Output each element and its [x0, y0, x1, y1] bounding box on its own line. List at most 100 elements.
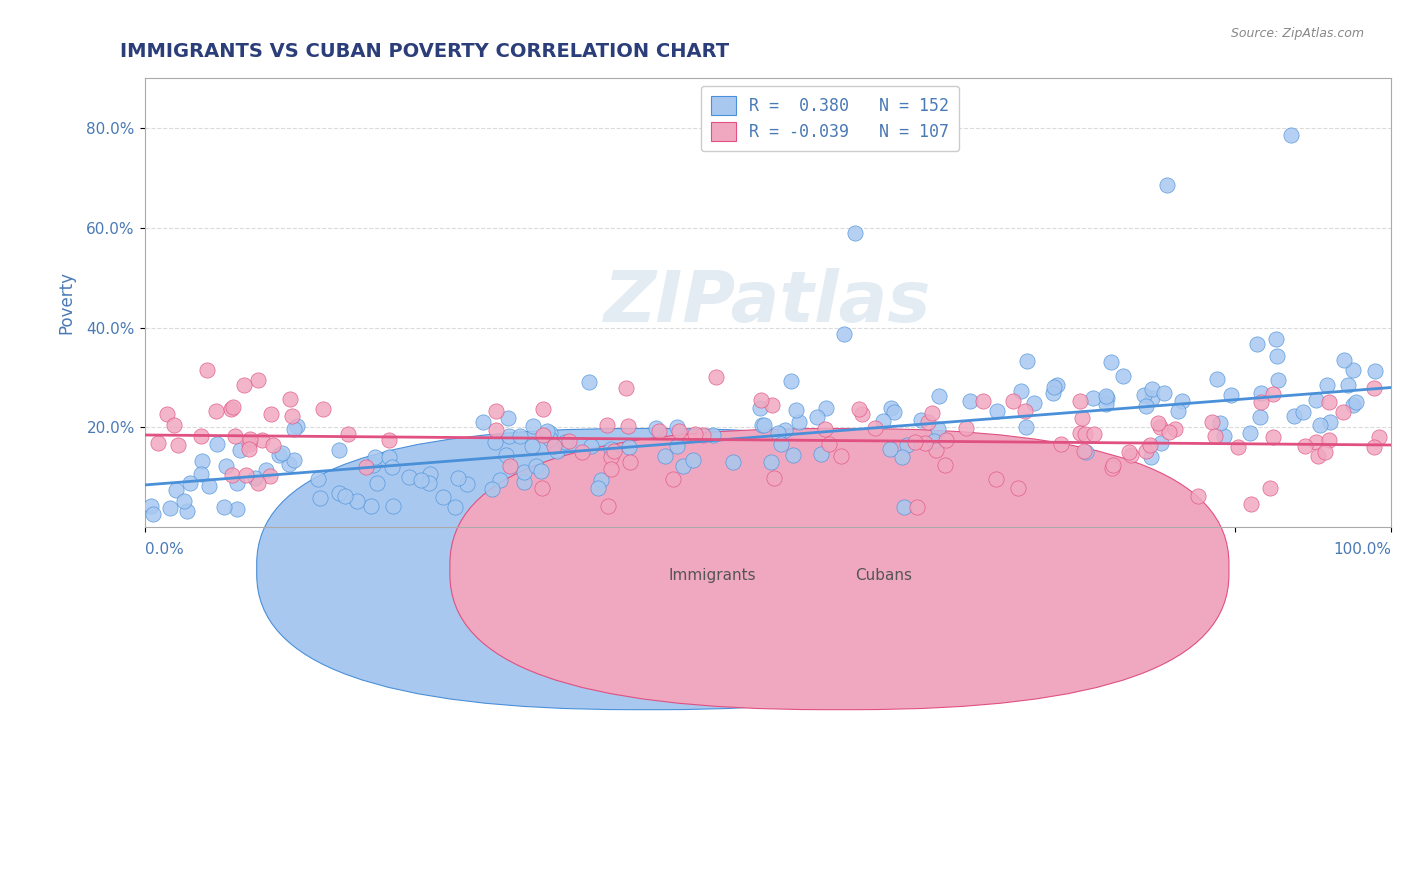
Point	[1049, 437, 1071, 451]
Point	[259, 469, 281, 483]
FancyBboxPatch shape	[257, 428, 1036, 710]
Point	[704, 370, 727, 384]
Point	[668, 424, 690, 438]
Point	[1010, 384, 1032, 398]
Point	[1150, 436, 1173, 450]
Point	[1337, 377, 1360, 392]
Point	[683, 426, 706, 441]
Point	[142, 508, 165, 522]
Point	[411, 473, 433, 487]
Point	[205, 404, 228, 418]
Point	[1001, 394, 1024, 409]
Point	[682, 453, 704, 467]
Point	[1305, 435, 1327, 450]
Point	[247, 476, 270, 491]
Point	[1331, 404, 1354, 418]
Point	[662, 472, 685, 486]
Point	[485, 404, 508, 418]
Point	[1317, 394, 1340, 409]
Point	[141, 499, 163, 513]
Point	[360, 499, 382, 513]
Legend: R =  0.380   N = 152, R = -0.039   N = 107: R = 0.380 N = 152, R = -0.039 N = 107	[702, 86, 959, 151]
Point	[259, 407, 281, 421]
Point	[917, 415, 939, 429]
Point	[617, 440, 640, 454]
Y-axis label: Poverty: Poverty	[58, 271, 75, 334]
Point	[1042, 385, 1064, 400]
Point	[863, 421, 886, 435]
Point	[702, 427, 724, 442]
Text: Immigrants: Immigrants	[668, 568, 755, 583]
Point	[1315, 445, 1337, 459]
Point	[1014, 420, 1036, 434]
Point	[759, 454, 782, 468]
Point	[1316, 378, 1339, 392]
Point	[219, 401, 242, 416]
Point	[1187, 489, 1209, 503]
Point	[645, 421, 668, 435]
Point	[1118, 445, 1140, 459]
Point	[1319, 433, 1341, 447]
Point	[484, 434, 506, 449]
Point	[496, 410, 519, 425]
Point	[247, 373, 270, 387]
Point	[538, 432, 561, 446]
Point	[1261, 430, 1284, 444]
Point	[252, 434, 274, 448]
Point	[278, 457, 301, 471]
Point	[267, 449, 290, 463]
Point	[270, 446, 292, 460]
Point	[614, 381, 637, 395]
Point	[595, 418, 617, 433]
Point	[495, 448, 517, 462]
Point	[959, 393, 981, 408]
Point	[1135, 399, 1157, 413]
Point	[398, 470, 420, 484]
Point	[1364, 364, 1386, 378]
Point	[581, 439, 603, 453]
Point	[879, 442, 901, 456]
Point	[538, 425, 561, 440]
Point	[361, 458, 384, 473]
Point	[813, 422, 835, 436]
Point	[328, 442, 350, 457]
Point	[1071, 411, 1094, 425]
Point	[880, 401, 903, 415]
Point	[1081, 391, 1104, 405]
Point	[617, 418, 640, 433]
Point	[176, 504, 198, 518]
Point	[165, 483, 187, 498]
Point	[309, 491, 332, 505]
Point	[1102, 458, 1125, 473]
Point	[354, 459, 377, 474]
Point	[814, 401, 837, 415]
Point	[818, 437, 841, 451]
Point	[1046, 378, 1069, 392]
Point	[1265, 349, 1288, 363]
Point	[166, 438, 188, 452]
Point	[600, 442, 623, 457]
Point	[578, 376, 600, 390]
Point	[1163, 421, 1185, 435]
Point	[598, 499, 620, 513]
Point	[922, 434, 945, 449]
Point	[312, 402, 335, 417]
Point	[283, 453, 305, 467]
Point	[1014, 404, 1036, 418]
Point	[921, 406, 943, 420]
Point	[159, 500, 181, 515]
Point	[692, 428, 714, 442]
Point	[844, 226, 866, 240]
Point	[1140, 391, 1163, 405]
Point	[1282, 409, 1305, 423]
Point	[1239, 425, 1261, 440]
Point	[1095, 391, 1118, 405]
Point	[1153, 385, 1175, 400]
Point	[229, 443, 252, 458]
Point	[346, 494, 368, 508]
Point	[335, 489, 357, 503]
Point	[447, 471, 470, 485]
Point	[749, 401, 772, 416]
Point	[775, 423, 797, 437]
Point	[281, 409, 304, 423]
